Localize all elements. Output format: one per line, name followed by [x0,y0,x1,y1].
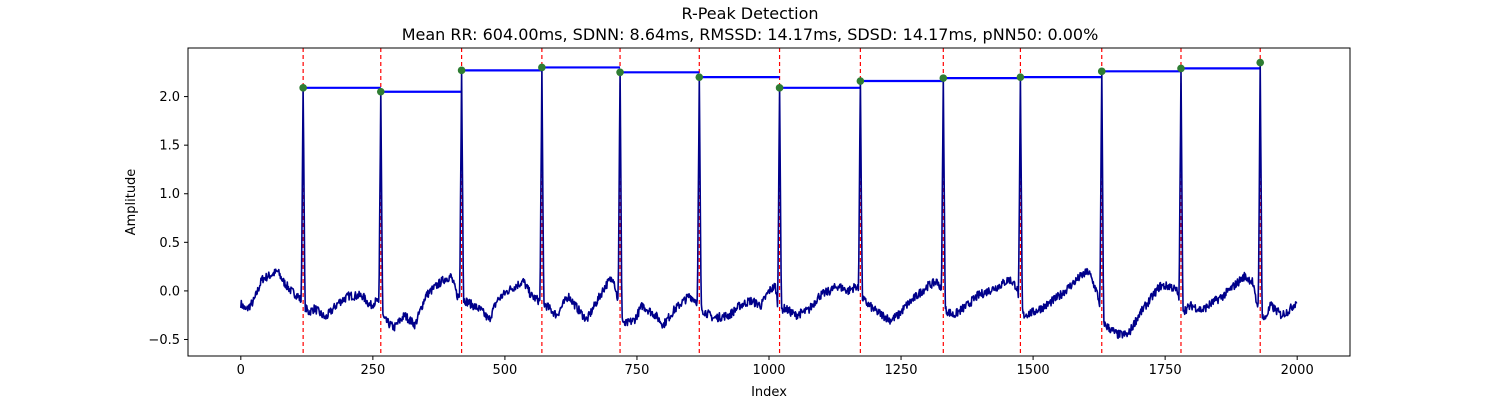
r-peak-marker [1177,64,1185,73]
chart-title: R-Peak Detection [681,4,818,23]
plot-frame [187,47,1351,357]
y-tick-label: 1.0 [159,187,180,202]
r-peak-marker [939,74,948,82]
x-axis: 0 250 500 750 1000 1250 1500 1750 2000 [237,356,1314,378]
y-tick-label: 0.0 [159,284,180,299]
r-peak-marker [1256,58,1265,67]
chart-subtitle: Mean RR: 604.00ms, SDNN: 8.64ms, RMSSD: … [402,25,1099,44]
x-tick-label: 250 [360,363,385,378]
x-tick-label: 1500 [1017,363,1050,378]
peak-marker-group [299,58,1265,96]
r-peak-marker [695,73,704,81]
r-peak-marker [856,77,865,85]
x-tick-label: 500 [492,363,517,378]
r-peak-marker [299,84,307,92]
y-tick-label: 0.5 [159,236,180,251]
r-peak-marker [1016,73,1025,81]
r-peak-marker [457,66,466,75]
ecg-signal-line [240,61,1298,340]
y-axis: −0.5 0.0 0.5 1.0 1.5 2.0 [148,90,188,348]
x-tick-label: 1250 [884,363,917,378]
r-peak-marker [775,84,784,92]
r-peak-marker [376,87,385,96]
y-tick-label: −0.5 [148,333,180,348]
plot-area [240,48,1298,356]
rr-segment-group [303,66,1261,93]
y-tick-label: 2.0 [159,90,180,105]
x-tick-label: 1000 [752,363,785,378]
x-tick-label: 1750 [1149,363,1182,378]
y-axis-label: Amplitude [124,169,139,236]
x-tick-label: 750 [625,363,650,378]
r-peak-marker [1097,67,1106,76]
r-peak-marker [538,63,546,72]
x-tick-label: 0 [237,363,245,378]
r-peak-marker [616,68,624,77]
x-tick-label: 2000 [1281,363,1314,378]
x-axis-label: Index [751,385,787,400]
y-tick-label: 1.5 [159,139,180,154]
